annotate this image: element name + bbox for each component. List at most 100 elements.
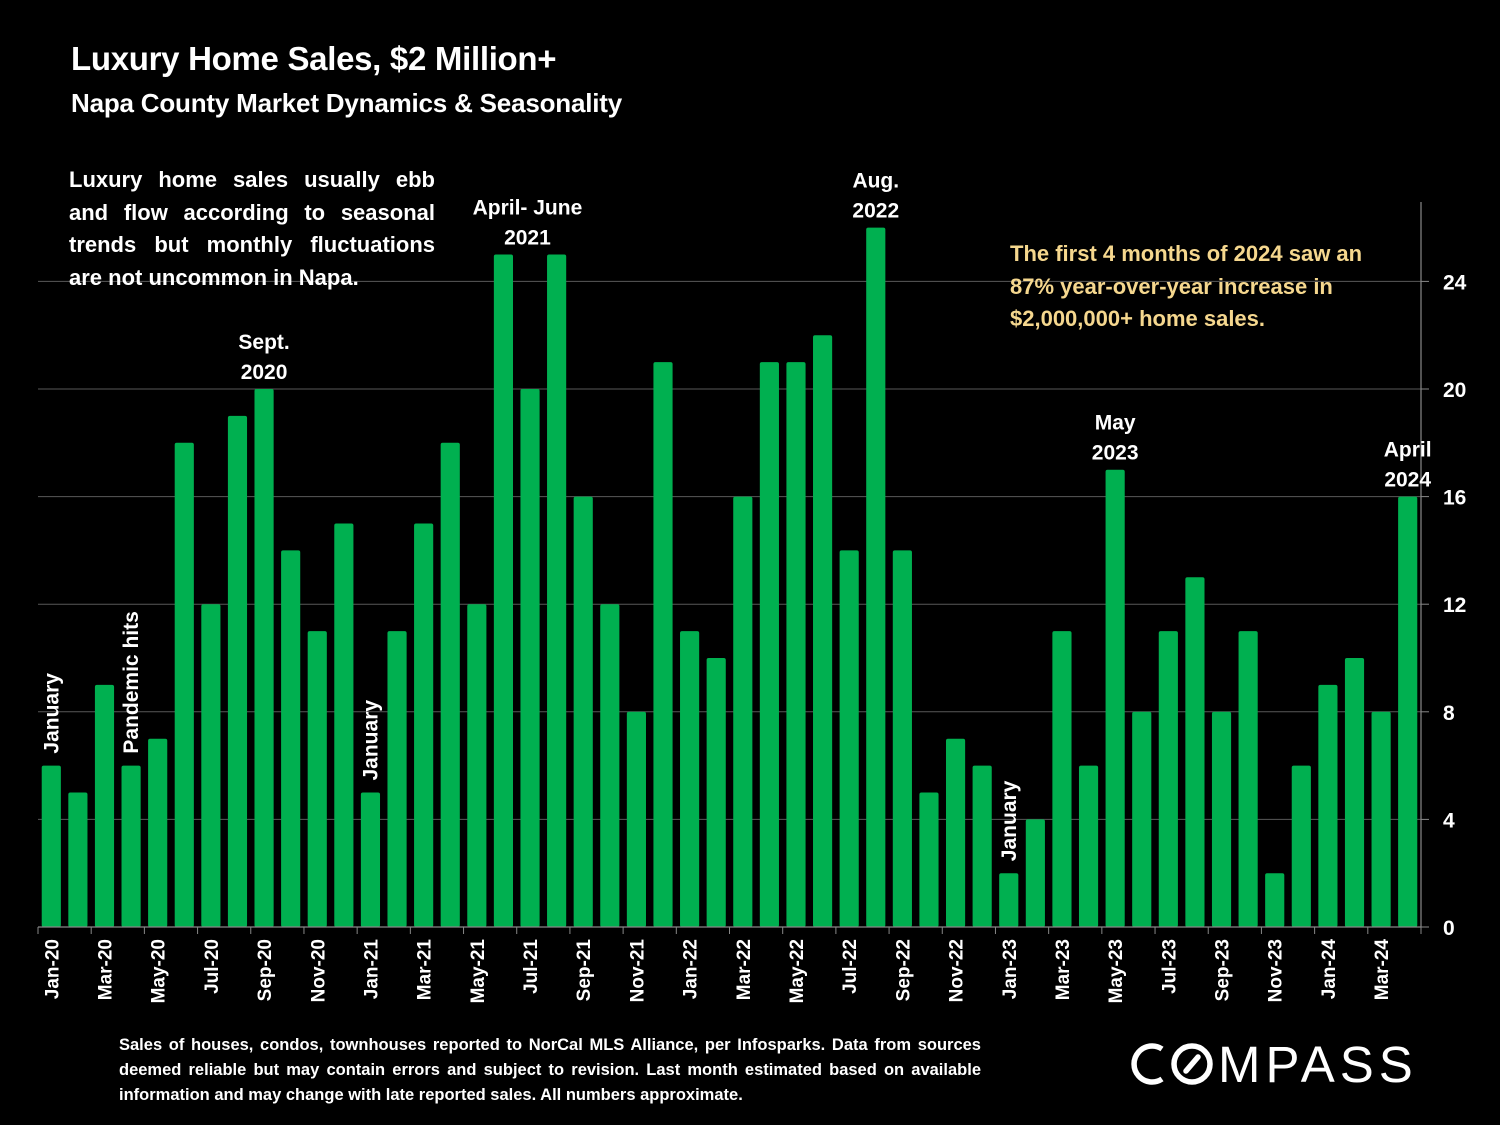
seasonality-note: Luxury home sales usually ebb and flow a… bbox=[69, 167, 435, 290]
bar-apr-23 bbox=[1078, 765, 1099, 927]
source-footnote: Sales of houses, condos, townhouses repo… bbox=[119, 1036, 981, 1104]
bar-jan-23 bbox=[999, 873, 1019, 927]
bar-jun-23 bbox=[1132, 711, 1152, 927]
bar-apr-24 bbox=[1398, 496, 1418, 927]
bar-apr-22 bbox=[759, 362, 779, 928]
bar-dec-23 bbox=[1291, 765, 1311, 927]
y-tick-label: 12 bbox=[1443, 594, 1466, 617]
bar-oct-20 bbox=[281, 550, 301, 927]
x-tick-label: May-21 bbox=[468, 939, 489, 1004]
x-tick-label: Jul-21 bbox=[521, 939, 542, 994]
annotation-label: January bbox=[40, 673, 63, 754]
chart-subtitle: Napa County Market Dynamics & Seasonalit… bbox=[71, 88, 622, 118]
bar-aug-20 bbox=[227, 415, 248, 927]
bar-dec-21 bbox=[653, 362, 673, 928]
annotation-label: January bbox=[359, 700, 382, 781]
y-tick-label: 0 bbox=[1443, 917, 1455, 940]
x-tick-label: Mar-22 bbox=[734, 939, 755, 1000]
bar-jun-22 bbox=[813, 335, 833, 927]
bar-jan-20 bbox=[41, 765, 61, 927]
x-tick-label: Jan-20 bbox=[42, 939, 63, 999]
bar-aug-21 bbox=[547, 254, 567, 927]
x-tick-label: Sep-23 bbox=[1213, 939, 1234, 1001]
bar-jul-22 bbox=[839, 550, 859, 927]
x-tick-label: Jan-21 bbox=[361, 939, 382, 1000]
bar-jun-21 bbox=[493, 254, 514, 927]
bar-feb-23 bbox=[1025, 819, 1045, 927]
y-tick-label: 4 bbox=[1443, 809, 1455, 832]
x-tick-label: Mar-21 bbox=[415, 939, 436, 1001]
bar-mar-20 bbox=[94, 684, 115, 927]
bar-dec-20 bbox=[334, 523, 354, 927]
bar-oct-21 bbox=[600, 604, 620, 927]
chart-title: Luxury Home Sales, $2 Million+ bbox=[71, 40, 557, 77]
bar-jul-20 bbox=[201, 604, 221, 927]
bar-feb-24 bbox=[1344, 658, 1365, 927]
bar-jul-21 bbox=[520, 389, 540, 927]
annotation-label: Aug. 2022 bbox=[852, 170, 899, 223]
compass-o-icon bbox=[1131, 1043, 1213, 1085]
bar-oct-23 bbox=[1238, 631, 1258, 927]
x-tick-label: Sep-20 bbox=[255, 939, 276, 1001]
bar-sep-20 bbox=[254, 389, 274, 927]
bar-aug-22 bbox=[866, 227, 886, 928]
bar-nov-20 bbox=[307, 631, 327, 927]
bar-sep-21 bbox=[573, 496, 593, 927]
bar-mar-21 bbox=[414, 523, 434, 927]
bar-jul-23 bbox=[1158, 631, 1178, 927]
x-tick-label: Jan-22 bbox=[681, 939, 702, 999]
bar-feb-22 bbox=[706, 658, 726, 927]
y-tick-label: 20 bbox=[1443, 379, 1466, 402]
annotation-label: April- June 2021 bbox=[473, 197, 583, 250]
x-tick-label: Mar-23 bbox=[1053, 939, 1074, 1000]
x-tick-label: Jul-22 bbox=[840, 939, 861, 994]
compass-logo: MPASS bbox=[1131, 1036, 1418, 1093]
bar-jun-20 bbox=[174, 442, 194, 927]
x-tick-label: Nov-21 bbox=[627, 939, 648, 1003]
bar-nov-22 bbox=[945, 738, 966, 927]
bar-may-23 bbox=[1105, 469, 1125, 927]
y-tick-label: 16 bbox=[1443, 487, 1466, 510]
x-tick-label: Jul-23 bbox=[1159, 939, 1180, 994]
bar-mar-22 bbox=[733, 496, 753, 927]
x-tick-label: May-23 bbox=[1106, 939, 1127, 1003]
x-tick-label: Jan-24 bbox=[1319, 939, 1340, 1000]
x-tick-label: Sep-21 bbox=[574, 939, 595, 1002]
x-tick-label: Nov-23 bbox=[1266, 939, 1287, 1002]
bar-jan-24 bbox=[1318, 684, 1338, 927]
bar-feb-21 bbox=[387, 631, 407, 927]
x-tick-label: May-22 bbox=[787, 939, 808, 1003]
bar-apr-21 bbox=[440, 442, 460, 927]
annotation-label: April 2024 bbox=[1384, 439, 1432, 492]
x-tick-label: Jan-23 bbox=[1000, 939, 1021, 999]
x-tick-label: Sep-22 bbox=[893, 939, 914, 1001]
bar-may-22 bbox=[786, 362, 806, 928]
bar-feb-20 bbox=[68, 792, 88, 927]
bar-nov-21 bbox=[626, 711, 646, 927]
yoy-highlight-note: The first 4 months of 2024 saw an 87% ye… bbox=[1010, 241, 1363, 331]
x-tick-label: Mar-20 bbox=[95, 939, 116, 1000]
bar-mar-23 bbox=[1052, 631, 1072, 927]
bar-nov-23 bbox=[1265, 873, 1285, 927]
y-tick-label: 24 bbox=[1443, 271, 1467, 294]
bar-jan-21 bbox=[360, 792, 381, 927]
annotation-label: May 2023 bbox=[1092, 412, 1139, 465]
bar-oct-22 bbox=[919, 792, 939, 927]
x-tick-label: May-20 bbox=[149, 939, 170, 1003]
x-tick-labels: Jan-20 Mar-20 May-20 Jul-20 Sep-20 Nov-20 Jan-… bbox=[42, 939, 1393, 1004]
bar-may-20 bbox=[148, 738, 168, 927]
bar-may-21 bbox=[467, 604, 487, 927]
x-tick-label: Nov-22 bbox=[947, 939, 968, 1002]
x-tick-label: Jul-20 bbox=[202, 939, 223, 994]
compass-wordmark: MPASS bbox=[1218, 1036, 1418, 1093]
bar-aug-23 bbox=[1185, 577, 1205, 927]
bar-mar-24 bbox=[1371, 711, 1391, 927]
bar-dec-22 bbox=[972, 765, 992, 927]
bar-sep-23 bbox=[1211, 711, 1232, 927]
y-tick-labels: 0 4 8 12 16 20 24 bbox=[1443, 271, 1467, 940]
annotations: January Pandemic hits Sept. 2020 January Apri… bbox=[40, 170, 1431, 862]
bar-jan-22 bbox=[680, 631, 700, 927]
y-tick-label: 8 bbox=[1443, 702, 1455, 725]
annotation-label: Pandemic hits bbox=[120, 611, 143, 753]
